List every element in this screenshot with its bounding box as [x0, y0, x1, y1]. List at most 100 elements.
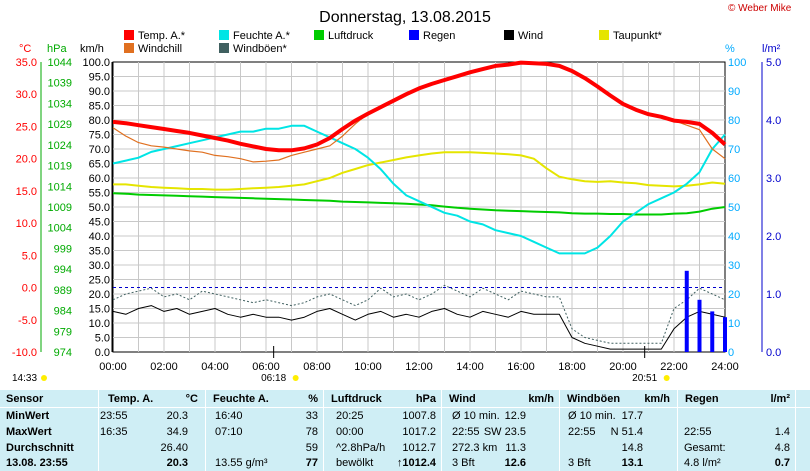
legend-label: Regen [423, 30, 455, 42]
tick-label-kmh: 45.0 [89, 217, 110, 229]
table-cell: 16:35 [100, 426, 128, 438]
table-cell: 272.3 km [452, 442, 498, 454]
tick-label-kmh: 100.0 [82, 57, 110, 69]
legend-swatch [219, 43, 229, 53]
marker-label: 20:51 [632, 373, 657, 384]
table-row-label: MinWert [6, 410, 50, 422]
tick-label-pressure_hpa: 989 [54, 285, 72, 297]
legend-entry: Windchill [124, 43, 182, 55]
tick-label-humidity_pct: 10 [728, 318, 740, 330]
tick-label-kmh: 75.0 [89, 130, 110, 142]
tick-label-temp_c: 0.0 [22, 283, 37, 295]
legend-label: Taupunkt* [613, 30, 663, 42]
tick-label-humidity_pct: 0 [728, 347, 734, 359]
tick-label-temp_c: 30.0 [16, 89, 37, 101]
tick-label-kmh: 35.0 [89, 246, 110, 258]
table-cell: ^2.8hPa/h [336, 442, 386, 454]
tick-label-kmh: 80.0 [89, 115, 110, 127]
tick-label-kmh: 15.0 [89, 304, 110, 316]
table-cell-value: ↑1012.4 [396, 457, 436, 469]
tick-label-pressure_hpa: 1004 [48, 223, 72, 235]
rain-bar [684, 270, 689, 352]
table-header-label: Temp. A. [108, 393, 154, 405]
tick-label-temp_c: 25.0 [16, 121, 37, 133]
table-cell-value: 20.3 [166, 457, 188, 469]
table-cell: 16:40 [215, 410, 243, 422]
tick-label-temp_c: 10.0 [16, 218, 37, 230]
table-cell-value: 0.7 [774, 457, 790, 469]
table-cell-value: 59 [305, 442, 318, 454]
table-cell: 07:10 [215, 426, 243, 438]
table-cell: 22:55 [684, 426, 712, 438]
tick-label-kmh: 20.0 [89, 289, 110, 301]
legend-label: Feuchte A.* [233, 30, 291, 42]
table-cell-value: 77 [305, 457, 318, 469]
tick-label-pressure_hpa: 994 [54, 264, 72, 276]
tick-label-kmh: 30.0 [89, 260, 110, 272]
tick-label-pressure_hpa: 1034 [48, 98, 72, 110]
legend-swatch [409, 30, 419, 40]
x-tick-label: 02:00 [150, 361, 178, 373]
tick-label-rain_lm2: 3.0 [766, 173, 781, 185]
table-cell: Ø 10 min. [452, 410, 500, 422]
tick-label-rain_lm2: 4.0 [766, 115, 781, 127]
table-header-unit: % [308, 393, 318, 405]
legend-label: Wind [518, 30, 543, 42]
x-tick-label: 24:00 [711, 361, 739, 373]
legend-label: Windchill [138, 43, 182, 55]
legend-label: Windböen* [233, 43, 288, 55]
axis-labels: °C hPa km/h% l/m² [19, 43, 781, 55]
axis-unit-pressure: hPa [47, 43, 67, 55]
legend-entry: Wind [504, 30, 543, 42]
table-cell: 22:55 [452, 426, 480, 438]
tick-label-rain_lm2: 1.0 [766, 289, 781, 301]
legend-entry: Windböen* [219, 43, 288, 55]
table-row-label: 13.08. 23:55 [6, 457, 68, 469]
axis-unit-humidity: % [725, 43, 735, 55]
time-markers: 14:33 06:18 20:51 [12, 346, 670, 384]
series-line-wind [112, 305, 726, 350]
tick-label-kmh: 10.0 [89, 318, 110, 330]
tick-label-pressure_hpa: 1044 [48, 57, 72, 69]
table-header-sensor: Sensor [6, 393, 44, 405]
legend-swatch [599, 30, 609, 40]
legend-label: Temp. A.* [138, 30, 186, 42]
table-row-label: Durchschnitt [6, 442, 74, 454]
table-header-label: Regen [685, 393, 719, 405]
x-tick-label: 20:00 [609, 361, 637, 373]
table-cell-value: 14.8 [621, 442, 643, 454]
tick-label-humidity_pct: 100 [728, 57, 746, 69]
legend-entry: Luftdruck [314, 30, 374, 42]
legend-swatch [314, 30, 324, 40]
tick-label-temp_c: 20.0 [16, 154, 37, 166]
series-line-taupunkt [113, 151, 726, 191]
rain-bar [723, 317, 727, 352]
chart-legend: Temp. A.* Feuchte A.* Luftdruck Regen Wind Ta… [124, 30, 663, 55]
table-separator [795, 390, 796, 471]
table-cell: 13.55 g/m³ [215, 457, 268, 469]
weather-chart: Donnerstag, 13.08.2015 Temp. A.* Feuchte … [12, 9, 781, 384]
table-header-label: Windböen [567, 393, 621, 405]
tick-label-rain_lm2: 5.0 [766, 57, 781, 69]
table-header-label: Feuchte A. [213, 393, 269, 405]
table-header-unit: km/h [644, 393, 670, 405]
legend-label: Luftdruck [328, 30, 374, 42]
table-cell-value: 26.40 [160, 442, 188, 454]
x-tick-label: 00:00 [99, 361, 127, 373]
tick-label-kmh: 55.0 [89, 188, 110, 200]
x-tick-label: 08:00 [303, 361, 331, 373]
table-separator [205, 390, 206, 471]
table-cell-value: 1012.7 [402, 442, 436, 454]
rain-bar [697, 299, 702, 352]
table-cell: Ø 10 min. [568, 410, 616, 422]
tick-label-humidity_pct: 50 [728, 202, 740, 214]
tick-label-temp_c: 35.0 [16, 57, 37, 69]
series-line-luftdruck [112, 192, 726, 216]
tick-label-kmh: 85.0 [89, 101, 110, 113]
tick-label-pressure_hpa: 1024 [48, 140, 72, 152]
tick-label-kmh: 90.0 [89, 86, 110, 98]
table-cell-value: 1017.2 [402, 426, 436, 438]
legend-entry: Feuchte A.* [219, 30, 291, 42]
tick-label-kmh: 65.0 [89, 159, 110, 171]
table-separator [559, 390, 560, 471]
